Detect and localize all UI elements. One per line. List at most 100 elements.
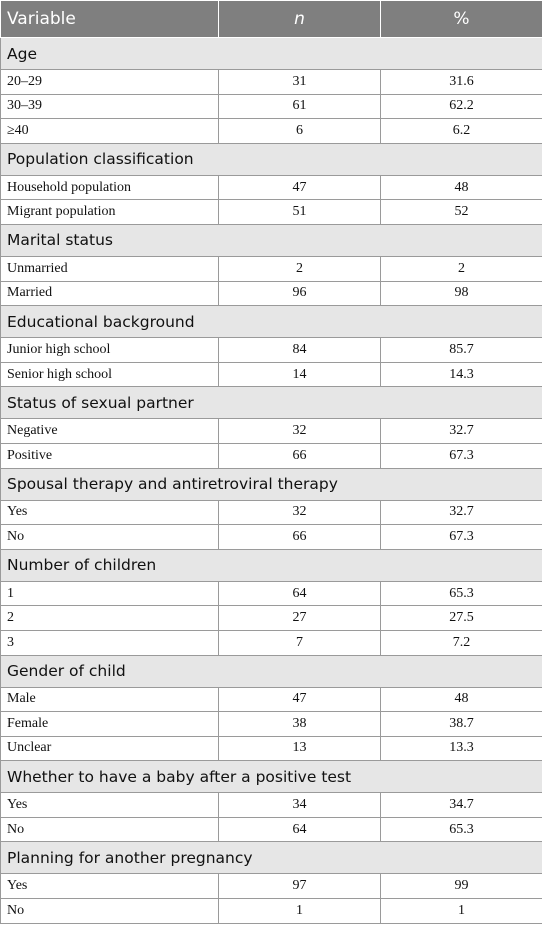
cell-value: 64 [218,816,381,843]
data-row: 2 27 27.5 [0,605,542,631]
row-label: Migrant population [0,199,219,225]
header-cell: Variable [0,0,219,38]
cell-value: 6 [218,118,381,144]
row-label: 20–29 [0,69,219,95]
group-title: Spousal therapy and antiretroviral thera… [0,467,542,501]
data-row: Yes 32 32.7 [0,499,542,526]
cell-value: 61 [218,93,381,120]
header-row: Variable n % [0,0,542,38]
cell-value: 27.5 [380,605,542,631]
row-label: 30–39 [0,93,219,120]
cell-value: 84 [218,337,381,363]
data-row: No 64 65.3 [0,816,542,843]
cell-value: 2 [380,255,542,282]
group-title: Educational background [0,305,542,339]
cell-value: 99 [380,873,542,900]
cell-value: 31.6 [380,69,542,95]
cell-value: 13.3 [380,735,542,762]
row-label: Senior high school [0,361,219,388]
cell-value: 7 [218,629,381,656]
group-title: Gender of child [0,654,542,688]
table-head: Variable n % [0,0,542,38]
group-title: Number of children [0,548,542,582]
group-title: Whether to have a baby after a positive … [0,760,542,794]
cell-value: 62.2 [380,93,542,120]
cell-value: 52 [380,199,542,225]
cell-value: 2 [218,255,381,282]
data-row: Yes 34 34.7 [0,792,542,818]
data-row: 30–39 61 62.2 [0,93,542,120]
group-row: Planning for another pregnancy [0,841,542,875]
data-row: Positive 66 67.3 [0,442,542,469]
group-row: Population classification [0,142,542,176]
row-label: ≥40 [0,118,219,144]
group-row: Spousal therapy and antiretroviral thera… [0,467,542,501]
cell-value: 98 [380,280,542,307]
row-label: No [0,816,219,843]
group-row: Status of sexual partner [0,386,542,420]
data-row: 20–29 31 31.6 [0,69,542,95]
cell-value: 85.7 [380,337,542,363]
data-row: 3 7 7.2 [0,629,542,656]
cell-value: 32.7 [380,418,542,444]
data-row: Married 96 98 [0,280,542,307]
cell-value: 66 [218,442,381,469]
row-label: Junior high school [0,337,219,363]
cell-value: 6.2 [380,118,542,144]
cell-value: 67.3 [380,524,542,550]
data-row: Junior high school 84 85.7 [0,337,542,363]
row-label: No [0,524,219,550]
group-title: Age [0,37,542,70]
group-row: Educational background [0,305,542,339]
row-label: Positive [0,442,219,469]
group-title: Population classification [0,142,542,176]
cell-value: 1 [218,898,381,924]
data-row: Migrant population 51 52 [0,199,542,225]
data-row: Unmarried 2 2 [0,255,542,282]
group-row: Number of children [0,548,542,582]
data-row: Yes 97 99 [0,873,542,900]
data-row: Female 38 38.7 [0,711,542,737]
cell-value: 31 [218,69,381,95]
cell-value: 66 [218,524,381,550]
cell-value: 13 [218,735,381,762]
cell-value: 32 [218,418,381,444]
cell-value: 51 [218,199,381,225]
cell-value: 34.7 [380,792,542,818]
row-label: Male [0,686,219,713]
group-row: Gender of child [0,654,542,688]
data-row: Male 47 48 [0,686,542,713]
cell-value: 32.7 [380,499,542,526]
row-label: No [0,898,219,924]
data-row: No 1 1 [0,898,542,924]
data-row: ≥40 6 6.2 [0,118,542,144]
group-title: Planning for another pregnancy [0,841,542,875]
cell-value: 14.3 [380,361,542,388]
cell-value: 48 [380,174,542,201]
cell-value: 27 [218,605,381,631]
data-row: Senior high school 14 14.3 [0,361,542,388]
cell-value: 64 [218,580,381,607]
data-row: No 66 67.3 [0,524,542,550]
cell-value: 97 [218,873,381,900]
cell-value: 65.3 [380,580,542,607]
cell-value: 47 [218,686,381,713]
data-row: Negative 32 32.7 [0,418,542,444]
cell-value: 65.3 [380,816,542,843]
group-row: Whether to have a baby after a positive … [0,760,542,794]
cell-value: 96 [218,280,381,307]
cell-value: 14 [218,361,381,388]
cell-value: 48 [380,686,542,713]
row-label: 3 [0,629,219,656]
data-row: Household population 47 48 [0,174,542,201]
row-label: Negative [0,418,219,444]
row-label: Married [0,280,219,307]
row-label: Yes [0,499,219,526]
data-row: 1 64 65.3 [0,580,542,607]
cell-value: 38 [218,711,381,737]
group-row: Age [0,37,542,70]
row-label: 2 [0,605,219,631]
cell-value: 32 [218,499,381,526]
